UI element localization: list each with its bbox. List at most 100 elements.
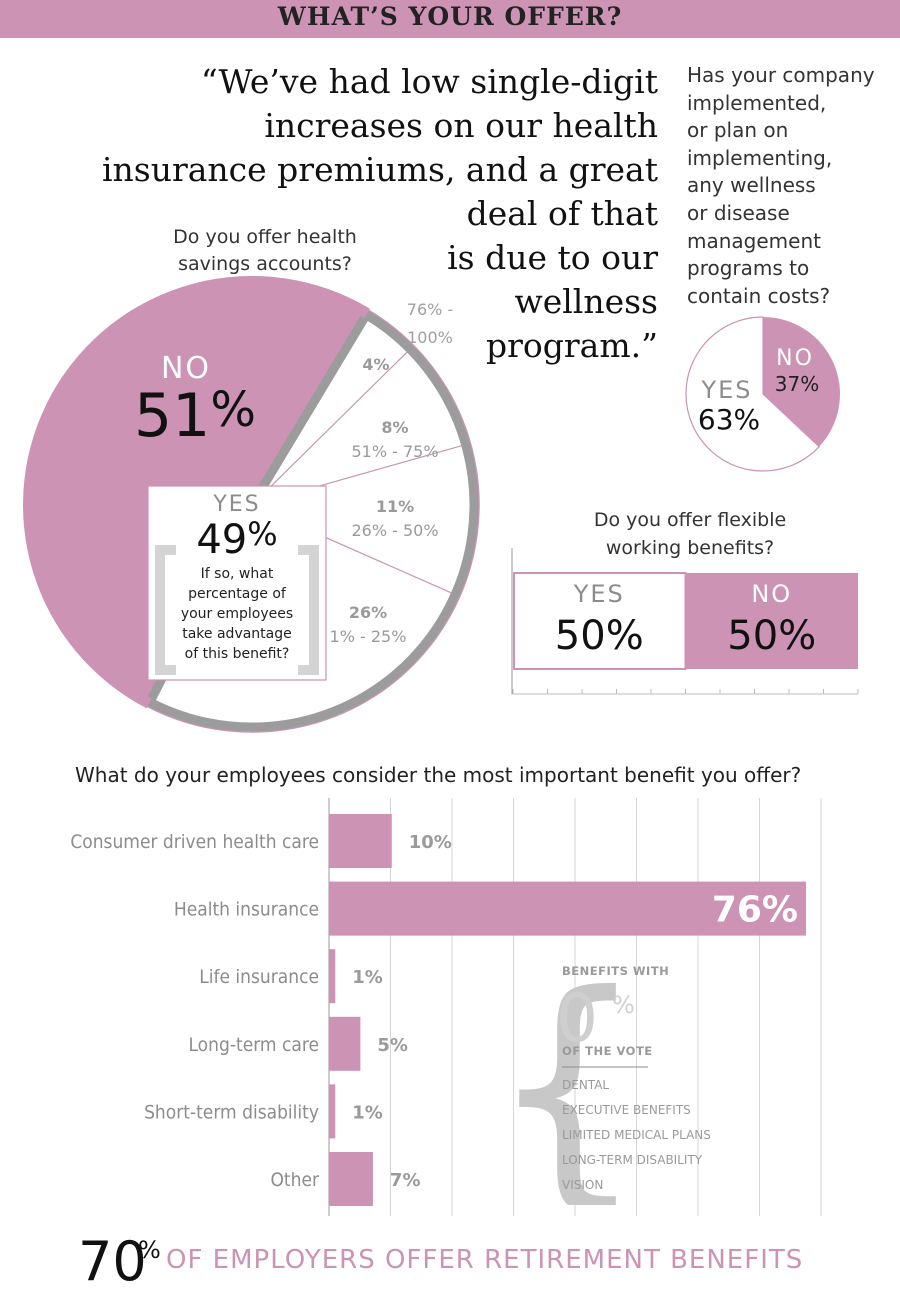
flex-no-segment [685, 573, 858, 669]
hsa-yes-arc [147, 310, 479, 732]
question-line: Do you offer flexible [593, 509, 787, 531]
question-line: or disease [687, 200, 790, 225]
left-bracket-icon [155, 545, 176, 675]
question-line: any wellness [687, 173, 816, 198]
page-title: WHAT’S YOUR OFFER? [277, 2, 623, 31]
benefit-value-label: 5% [377, 1035, 408, 1056]
wellness-no-value: 37% [775, 372, 819, 396]
hsa-yes-label: YES [212, 492, 260, 517]
zero-vote-item: EXECUTIVE BENEFITS [562, 1103, 691, 1117]
zero-vote-pct: % [612, 991, 635, 1019]
zero-vote-title-top: BENEFITS WITH [562, 964, 669, 978]
benefit-bar [329, 881, 806, 936]
question-line: contain costs? [687, 283, 831, 308]
follow-up-line: of this benefit? [185, 646, 290, 662]
footer-banner: 70 % OF EMPLOYERS OFFER RETIREMENT BENEF… [78, 1230, 803, 1290]
benefit-bar [329, 814, 392, 868]
flex-no-label: NO [751, 580, 792, 608]
question-line: management [687, 228, 821, 253]
quote-line: wellness [514, 282, 658, 321]
hsa-breakdown-value: 4% [362, 355, 389, 374]
quote-line: “We’ve had low single-digit [200, 62, 658, 101]
benefit-value-label: 76% [712, 890, 798, 931]
quote-line: program.” [486, 326, 658, 365]
right-bracket-icon [298, 545, 319, 675]
quote-line: is due to our [447, 238, 658, 277]
zero-vote-item: DENTAL [562, 1078, 609, 1092]
benefit-value-label: 1% [352, 1102, 383, 1123]
quote-line: increases on our health [264, 106, 658, 145]
question-line: savings accounts? [178, 253, 352, 275]
flex-yes-value: 50% [555, 613, 644, 659]
benefit-value-label: 1% [352, 967, 383, 988]
hsa-yes-value: 49% [196, 515, 277, 563]
benefit-category-label: Consumer driven health care [70, 831, 319, 853]
benefit-question: What do your employees consider the most… [75, 763, 802, 787]
pull-quote: “We’ve had low single-digit increases on… [98, 60, 658, 368]
benefit-bars: Consumer driven health care 10% Health ins… [70, 814, 806, 1206]
header-bar [0, 0, 900, 38]
flex-bar-chart [511, 548, 859, 695]
wellness-no-slice [763, 317, 840, 447]
benefit-bar [329, 1016, 361, 1071]
benefit-category-label: Life insurance [199, 966, 319, 988]
hsa-range-label: 51% - 75% [351, 442, 438, 461]
benefit-category-label: Long-term care [189, 1034, 320, 1056]
hsa-breakdown-value: 26% [349, 603, 387, 622]
quote-line: deal of that [466, 194, 658, 233]
question-line: implemented, [687, 90, 827, 115]
hsa-breakdown-value: 11% [376, 497, 414, 516]
hsa-boundary [253, 315, 369, 499]
flex-ticks [512, 689, 859, 694]
benefit-category-label: Other [270, 1169, 320, 1191]
quote-line: insurance premiums, and a great [101, 150, 658, 189]
question-line: Do you offer health [173, 226, 357, 248]
wellness-yes-slice [685, 316, 820, 472]
hsa-yes-box [147, 485, 327, 681]
question-line: Has your company [687, 63, 875, 87]
footer-text: OF EMPLOYERS OFFER RETIREMENT BENEFITS [166, 1245, 803, 1275]
zero-vote-item: VISION [562, 1178, 603, 1192]
wellness-question: Has your company implemented, or plan on… [687, 62, 897, 310]
zero-vote-number: 0 [556, 980, 598, 1057]
zero-vote-item: LONG-TERM DISABILITY [562, 1153, 703, 1167]
hsa-range-label: 1% - 25% [330, 627, 407, 646]
follow-up-line: take advantage [182, 626, 292, 642]
footer-pct: % [138, 1236, 161, 1264]
follow-up-line: your employees [181, 606, 293, 622]
hsa-no-label: NO [161, 351, 211, 386]
hsa-range-label: 100% [407, 328, 453, 347]
benefit-category-label: Short-term disability [144, 1101, 319, 1123]
hsa-breakdown-divider [258, 351, 408, 499]
hsa-breakdown-value: 8% [381, 418, 408, 437]
zero-vote-block: { BENEFITS WITH 0 % OF THE VOTE DENTAL E… [490, 955, 711, 1205]
curly-brace-icon: { [490, 955, 647, 1205]
flex-no-value: 50% [727, 613, 816, 659]
follow-up-line: If so, what [201, 566, 274, 582]
hsa-range-label: 76% - [407, 300, 453, 319]
question-line: working benefits? [605, 537, 775, 559]
benefit-bar [329, 1084, 336, 1139]
question-line: or plan on [687, 118, 789, 143]
wellness-yes-label: YES [700, 376, 752, 404]
flex-question: Do you offer flexible working benefits? [560, 506, 820, 562]
question-line: programs to [687, 256, 810, 281]
follow-up-line: percentage of [188, 586, 287, 602]
wellness-yes-value: 63% [698, 403, 760, 436]
zero-vote-item: LIMITED MEDICAL PLANS [562, 1128, 711, 1142]
hsa-no-value: 51% [134, 381, 256, 451]
benefit-value-label: 10% [409, 832, 452, 853]
wellness-pie-chart [685, 316, 840, 472]
flex-yes-label: YES [573, 580, 625, 608]
question-line: implementing, [687, 145, 833, 170]
benefit-value-label: 7% [390, 1170, 421, 1191]
benefit-bar [329, 949, 336, 1004]
benefit-category-label: Health insurance [174, 899, 319, 921]
hsa-range-label: 26% - 50% [351, 521, 438, 540]
hsa-question: Do you offer health savings accounts? [150, 224, 380, 278]
wellness-no-label: NO [776, 346, 814, 371]
benefit-bar [329, 1152, 373, 1206]
zero-vote-title-bottom: OF THE VOTE [562, 1044, 653, 1058]
footer-number: 70 [78, 1230, 147, 1290]
